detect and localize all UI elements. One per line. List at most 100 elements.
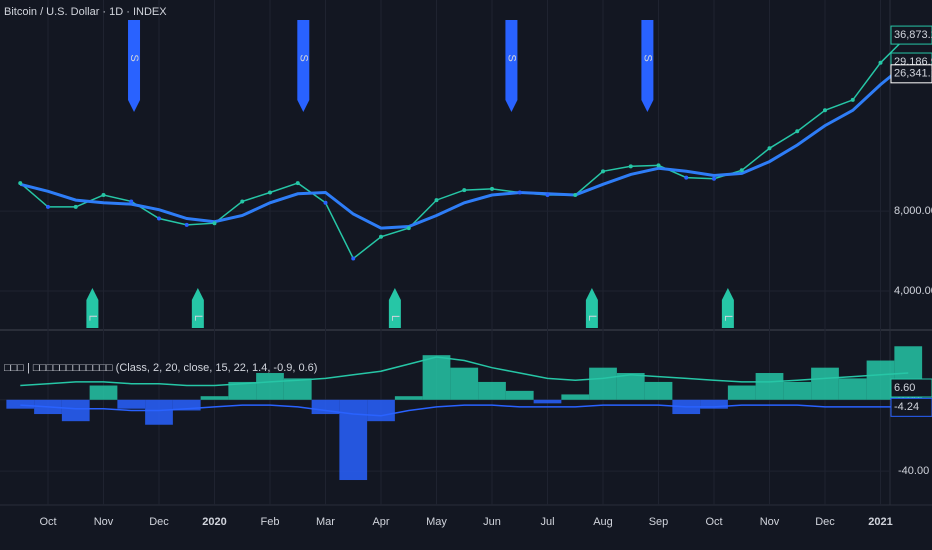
price-point <box>878 60 883 65</box>
price-point <box>823 108 827 113</box>
price-point <box>406 226 411 231</box>
y-tick-label: 4,000.00 <box>894 285 932 297</box>
labels: Oct Nov Dec 2020 Feb Mar Apr May Jun Jul Aug Sep Oct… <box>39 25 932 528</box>
histogram-bar <box>367 399 395 422</box>
axis-value-label: -4.24 <box>894 401 919 413</box>
price-point <box>240 199 245 204</box>
x-tick-label: 2021 <box>868 516 892 528</box>
x-tick-label: May <box>426 516 447 528</box>
price-point <box>517 190 522 195</box>
x-tick-label: Oct <box>705 516 722 528</box>
price-point <box>850 97 855 102</box>
price-point <box>573 193 578 198</box>
sell-signal <box>128 20 141 112</box>
price-point <box>184 222 189 227</box>
histogram-bar <box>533 399 562 404</box>
signal-label: L <box>86 315 98 321</box>
x-tick-label: Nov <box>94 516 114 528</box>
signal-label: L <box>192 315 204 321</box>
histogram-bar <box>6 399 35 409</box>
axis-value-tag <box>890 378 932 398</box>
price-point <box>379 234 383 239</box>
histogram-bar <box>450 367 479 400</box>
signal-label: L <box>389 315 401 321</box>
price-point <box>628 164 633 169</box>
x-tick-label: Dec <box>815 516 835 528</box>
histogram-bar <box>283 378 312 400</box>
buy-signal <box>388 288 401 328</box>
histogram-bar <box>700 399 728 409</box>
x-tick-label: Aug <box>593 516 613 528</box>
axis-value-label: 26,341.21 <box>894 68 932 80</box>
histogram-bar <box>422 355 451 400</box>
histogram-bar <box>505 390 534 400</box>
histogram-bar <box>866 360 895 400</box>
histogram-bar <box>727 385 756 400</box>
series-line <box>19 60 910 230</box>
axis-value-tag <box>890 397 932 417</box>
axis-value-label: 29,186.97 <box>894 56 932 68</box>
price-point <box>684 175 689 180</box>
histogram-bar <box>478 381 506 400</box>
price-point <box>101 193 106 198</box>
price-point <box>351 256 356 261</box>
price-point <box>73 204 78 209</box>
axis-value-tag <box>890 64 932 84</box>
histogram-bar <box>172 399 201 411</box>
price-point <box>295 181 300 186</box>
axis-value-label: 6.60 <box>894 382 915 394</box>
signal-label: S <box>641 54 653 61</box>
histogram-bar <box>61 399 90 422</box>
price-point <box>490 186 494 191</box>
price-point <box>129 199 134 204</box>
series-line <box>20 356 909 387</box>
price-point <box>712 176 716 181</box>
price-point <box>545 193 550 198</box>
histogram-bar <box>200 396 229 400</box>
price-point <box>434 198 439 203</box>
price-point <box>601 169 605 174</box>
buy-signal <box>191 288 204 328</box>
sell-signal <box>641 20 654 112</box>
histogram-bar <box>616 373 645 400</box>
price-point <box>212 221 217 226</box>
axis-value-tag <box>890 25 932 45</box>
x-tick-label: Jun <box>483 516 501 528</box>
buy-signal <box>721 288 734 328</box>
histogram-bar <box>838 378 867 400</box>
histogram-bar <box>811 367 839 400</box>
histogram-bar <box>644 381 673 400</box>
x-tick-label: Nov <box>760 516 780 528</box>
histogram-bar <box>311 399 340 415</box>
price-point <box>767 146 772 151</box>
histogram-bar <box>117 399 146 409</box>
signal-label: S <box>506 54 518 61</box>
y-tick-label: 8,000.00 <box>894 205 932 217</box>
x-tick-label: Jul <box>540 516 554 528</box>
indicator-title: □□□ | □□□□□□□□□□□□ (Class, 2, 20, close,… <box>4 362 317 374</box>
series-line <box>20 404 909 417</box>
signal-label: S <box>297 54 309 61</box>
price-point <box>656 163 661 168</box>
histogram-bar <box>228 381 257 400</box>
x-tick-label: 2020 <box>202 516 226 528</box>
price-point <box>268 190 272 195</box>
histogram-bar <box>145 399 173 425</box>
price-point <box>795 129 800 134</box>
x-tick-label: Dec <box>149 516 169 528</box>
axis-value-label: 36,873.24 <box>894 29 932 41</box>
x-tick-label: Apr <box>372 516 389 528</box>
x-tick-label: Oct <box>39 516 56 528</box>
histogram-bar <box>589 367 617 400</box>
signal-label: L <box>722 315 734 321</box>
buy-signal <box>585 288 598 328</box>
marks <box>6 20 923 481</box>
histogram-bar <box>339 399 368 481</box>
x-tick-label: Feb <box>261 516 280 528</box>
y-tick-label: -40.00 <box>898 465 929 477</box>
histogram-bar <box>783 381 812 400</box>
signal-label: S <box>128 54 140 61</box>
